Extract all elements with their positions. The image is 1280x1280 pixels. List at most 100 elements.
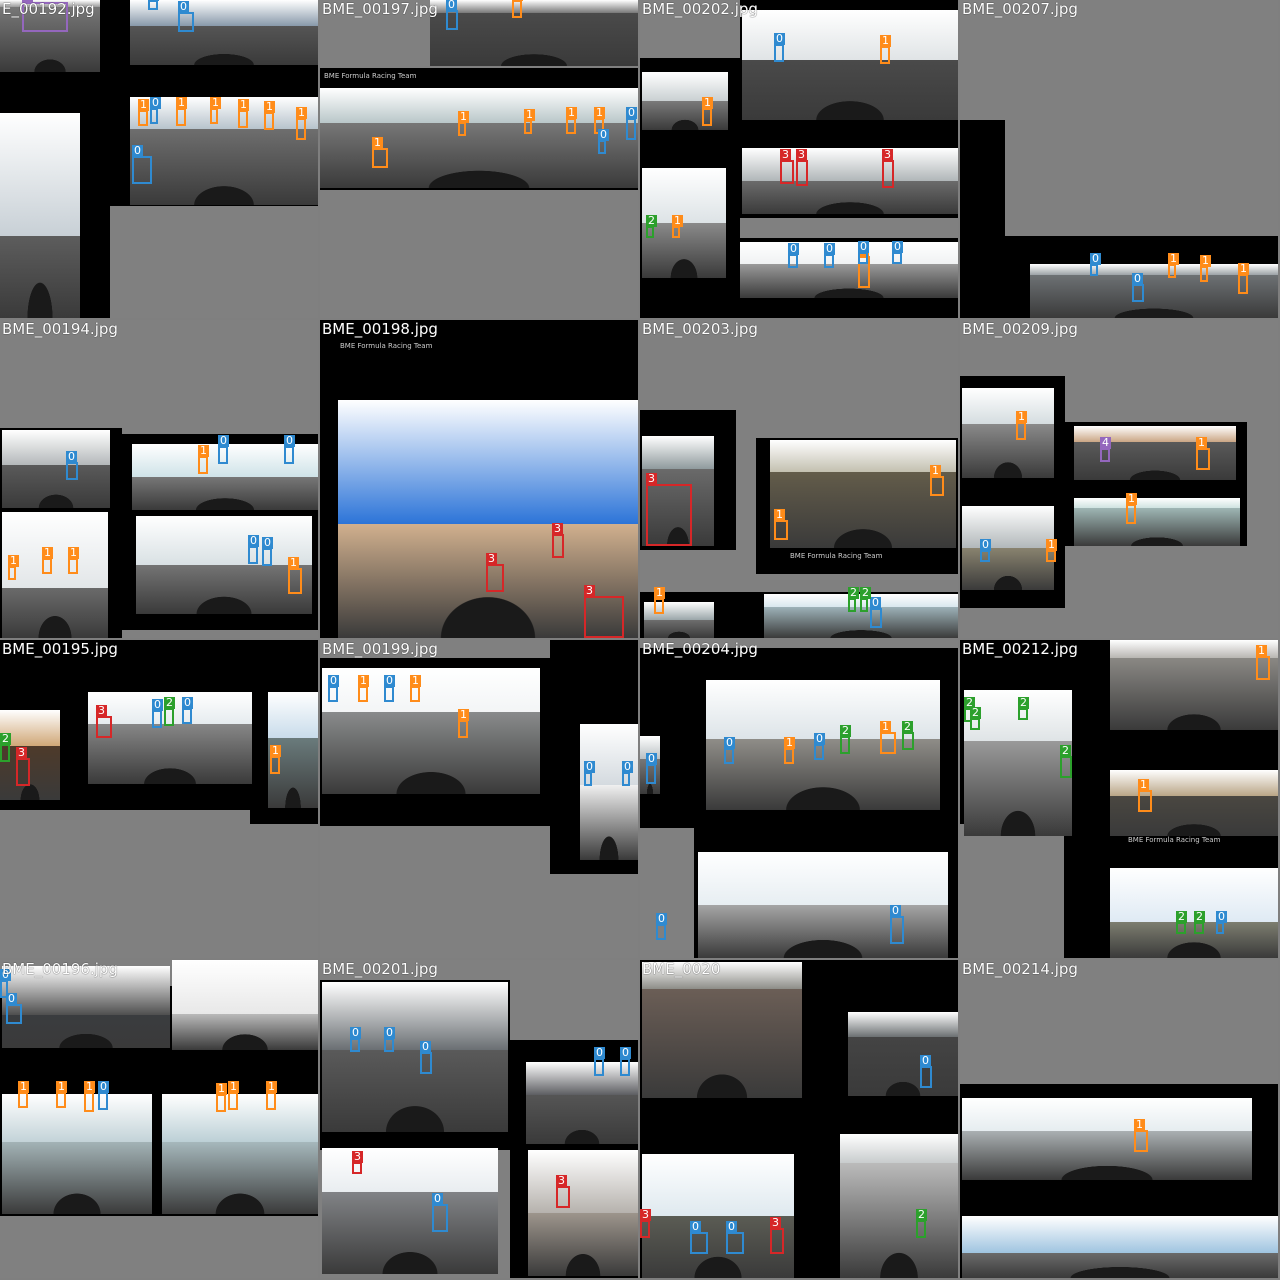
class-label: 0	[920, 1054, 931, 1067]
class-label: 0	[384, 1026, 395, 1039]
class-label: 3	[796, 148, 807, 161]
tile-filename: BME_00201.jpg	[322, 960, 438, 978]
detection-box: 0	[66, 451, 78, 480]
race-car-silhouette	[806, 199, 894, 214]
detection-box: 1	[238, 99, 249, 128]
class-label: 3	[770, 1216, 781, 1229]
class-label: 2	[1018, 696, 1029, 709]
detection-box: 2	[646, 215, 657, 238]
photo-crop	[644, 602, 714, 638]
letterbox-panel	[960, 120, 1005, 318]
race-car-silhouette	[1160, 938, 1228, 958]
mosaic-tile: 3 3 3 BME Formula Racing Team BME_00198.jpg	[320, 320, 638, 638]
race-car-silhouette	[52, 1029, 120, 1048]
class-label: 2	[848, 586, 859, 599]
detection-box: 0	[824, 243, 835, 268]
class-label: 1	[266, 1080, 277, 1093]
race-car-silhouette	[1160, 821, 1228, 836]
detection-box: 2	[848, 587, 859, 612]
detection-box: 1	[774, 509, 788, 540]
photo-crop	[1074, 498, 1240, 546]
class-label: 1	[1168, 252, 1179, 265]
detection-box: 0	[690, 1221, 708, 1254]
tile-filename: BME_00196.jpg	[2, 960, 118, 978]
photo-crop	[962, 1098, 1252, 1180]
detection-box: 1	[654, 587, 665, 614]
class-label: 0	[148, 0, 159, 1]
class-label: 1	[672, 214, 683, 227]
class-label: 0	[420, 1040, 431, 1053]
detection-box: 1	[702, 97, 713, 126]
race-car-silhouette	[33, 610, 77, 638]
detection-box: 0	[178, 1, 194, 32]
detection-box: 0	[620, 1047, 631, 1076]
detection-box: 0	[152, 699, 163, 728]
class-label: 1	[784, 736, 795, 749]
race-car-silhouette	[989, 571, 1027, 590]
race-car-silhouette	[806, 95, 894, 120]
photo-crop	[162, 1094, 318, 1214]
tile-filename: BME_00212.jpg	[962, 640, 1078, 658]
class-label: 3	[556, 1174, 567, 1187]
detection-box: 0	[594, 1047, 605, 1076]
detection-box: 1	[358, 675, 369, 702]
detection-box: 1	[524, 109, 535, 134]
detection-box: 0	[626, 107, 637, 140]
photo-crop	[642, 1154, 794, 1278]
class-label: 1	[264, 100, 275, 113]
tile-filename: BME_00198.jpg	[322, 320, 438, 338]
class-label: 0	[152, 698, 163, 711]
mosaic-tile: 0 0 3 2 0 3 BME_0020	[640, 960, 958, 1278]
detection-box: 1	[56, 1081, 67, 1108]
detection-box: 1	[198, 445, 209, 474]
detection-box: 1	[930, 465, 944, 496]
race-car-silhouette	[646, 781, 654, 794]
class-label: 0	[1090, 252, 1101, 265]
class-label: 1	[176, 96, 187, 109]
detection-box: 2	[1060, 745, 1072, 778]
class-label: 2	[916, 1208, 927, 1221]
detection-box: 1	[1196, 437, 1210, 470]
race-car-silhouette	[208, 1187, 272, 1214]
class-label: 3	[96, 704, 107, 717]
class-label: 0	[774, 32, 785, 45]
detection-box: 1	[784, 737, 795, 764]
detection-box: 1	[264, 101, 275, 130]
class-label: 1	[1126, 492, 1137, 505]
photo-crop	[130, 0, 318, 65]
class-label: 3	[352, 1150, 363, 1163]
tile-filename: BME_00203.jpg	[642, 320, 758, 338]
detection-box: 0	[328, 675, 339, 702]
race-car-silhouette	[24, 272, 56, 318]
photo-crop	[840, 1134, 958, 1278]
class-label: 0	[584, 760, 595, 773]
race-car-silhouette	[428, 585, 548, 638]
class-label: 1	[880, 34, 891, 47]
class-label: 2	[1194, 910, 1205, 923]
detection-box: 3	[770, 1217, 784, 1254]
class-label: 0	[182, 696, 193, 709]
race-car-silhouette	[1049, 1161, 1165, 1180]
detection-box: 1	[512, 0, 523, 18]
class-label: 1	[216, 1082, 227, 1095]
class-label: 0	[66, 450, 77, 463]
mosaic-tile: 1 2 2 0 1 0 0 0 0 BME_00204.jpg	[640, 640, 958, 958]
class-label: 4	[22, 0, 33, 3]
detection-box: 0	[814, 733, 825, 760]
class-label: 2	[970, 706, 981, 719]
class-label: 0	[432, 1192, 443, 1205]
class-label: 0	[594, 1046, 605, 1059]
class-label: 1	[654, 586, 665, 599]
detection-box: 0	[1090, 253, 1101, 276]
class-label: 2	[902, 720, 913, 733]
detection-box: 2	[840, 725, 851, 754]
class-label: 0	[328, 674, 339, 687]
tile-filename: BME_00195.jpg	[2, 640, 118, 658]
photo-crop	[642, 962, 802, 1098]
photo-crop	[742, 10, 958, 120]
mosaic-tile: 3 0 2 0 3 2 1 BME_00195.jpg	[0, 640, 318, 958]
photo-crop	[642, 168, 726, 278]
class-label: 0	[150, 96, 161, 109]
mosaic-tile: 0 0 0 1 1 0 0 1 1 1 BME_00194.jpg	[0, 320, 318, 638]
class-label: 0	[814, 732, 825, 745]
